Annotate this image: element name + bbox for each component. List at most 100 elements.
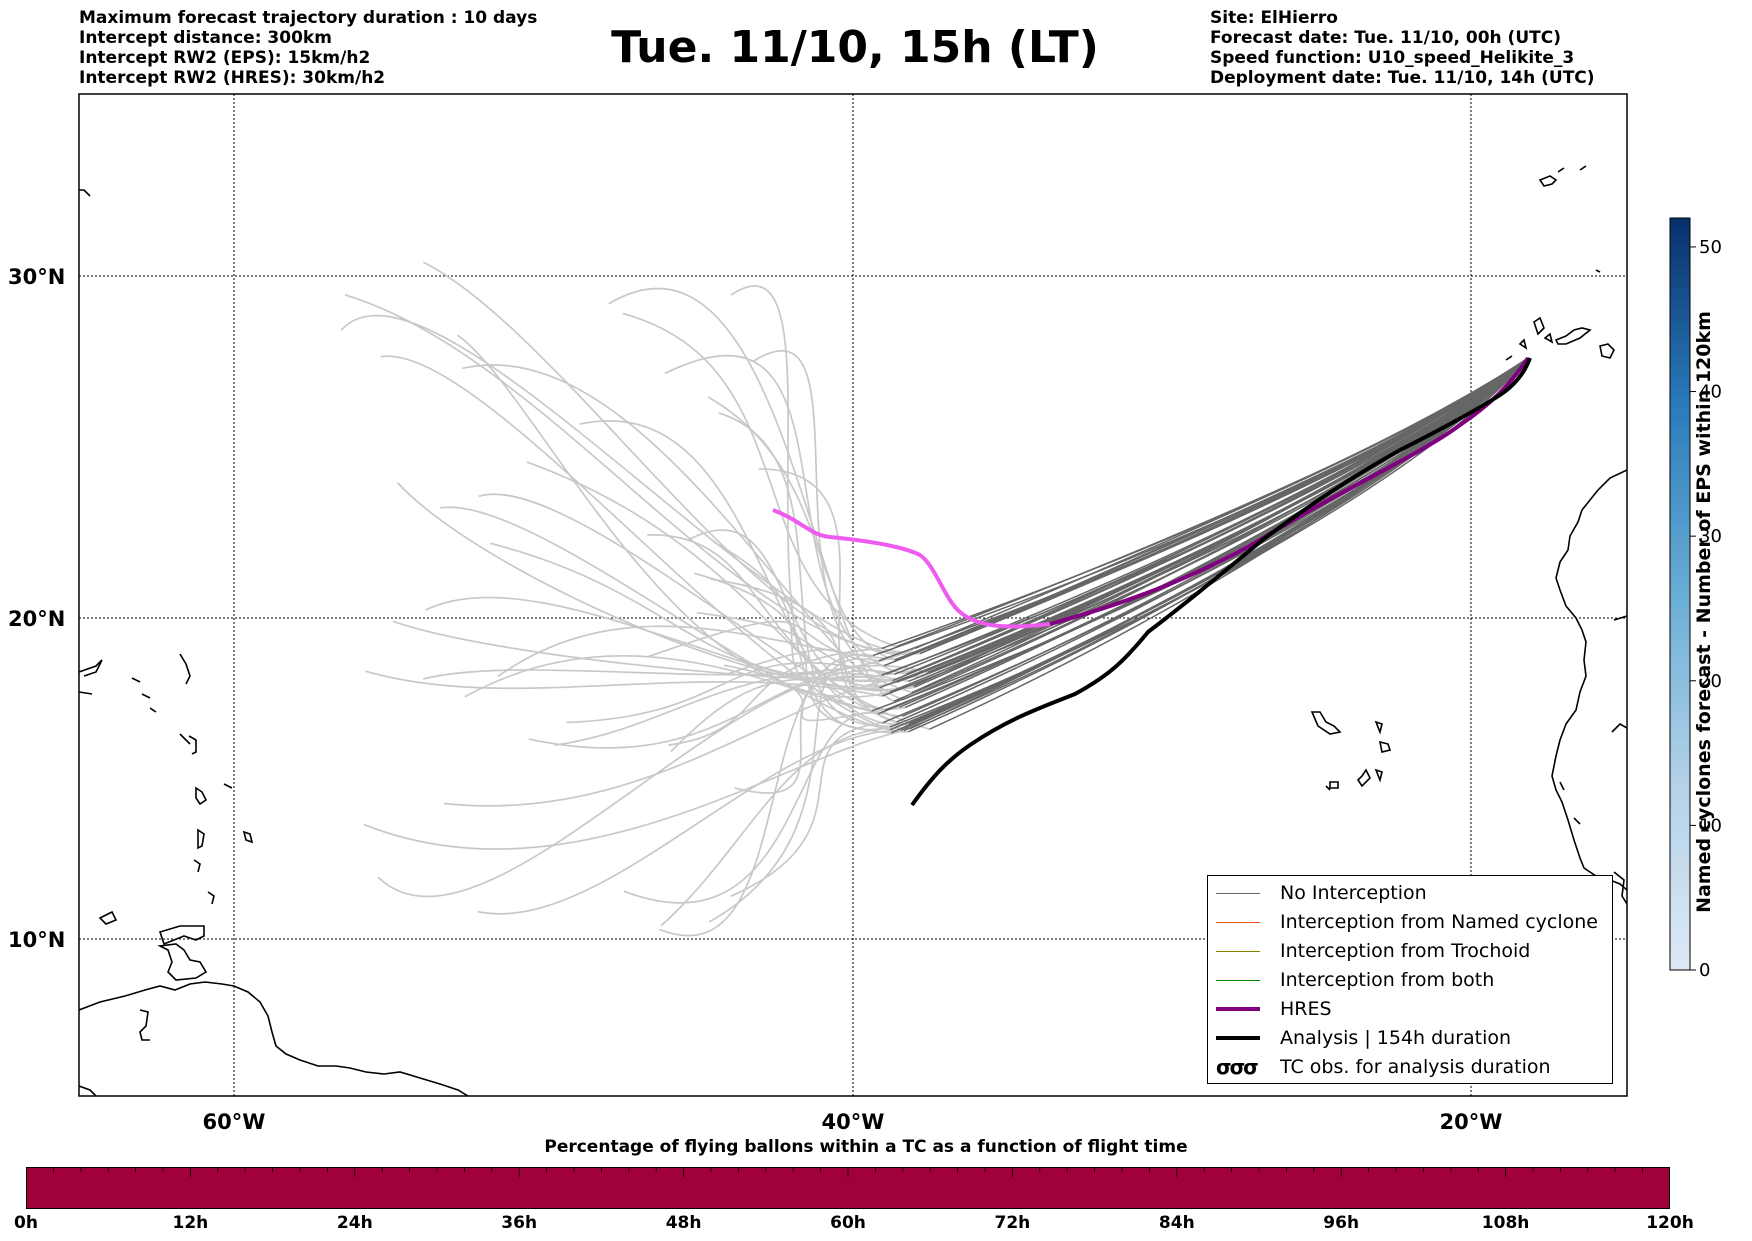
eps-trajectory-segment [608, 287, 895, 703]
eps-trajectory-segment [893, 357, 1529, 676]
legend-item-no-interception: No Interception [1216, 880, 1427, 906]
lat-label: 30°N [8, 265, 65, 289]
eps-trajectory-segment [883, 357, 1529, 667]
header-right-line: Deployment date: Tue. 11/10, 14h (UTC) [1210, 68, 1595, 88]
legend-item-both: Interception from both [1216, 967, 1494, 993]
eps-trajectory-segment [554, 672, 909, 747]
header-right-line: Speed function: U10_speed_Helikite_3 [1210, 48, 1575, 68]
header-info-left: Maximum forecast trajectory duration : 1… [79, 8, 537, 88]
lon-label: 20°W [1440, 1110, 1503, 1134]
legend-swatch [1216, 1007, 1260, 1011]
eps-trajectory-segment [894, 357, 1529, 661]
percentage-bar-ticks [26, 1167, 1670, 1177]
hour-tick-label: 12h [172, 1213, 209, 1233]
hour-tick-label: 84h [1158, 1213, 1195, 1233]
cyclone-symbol-icon: σσσ [1216, 1055, 1259, 1079]
legend-item-trochoid: Interception from Trochoid [1216, 938, 1530, 964]
eps-trajectory-segment [440, 506, 909, 733]
hour-tick-label: 72h [994, 1213, 1031, 1233]
eps-trajectory-segment [734, 675, 897, 794]
page-title: Tue. 11/10, 15h (LT) [611, 22, 1099, 73]
eps-trajectory-segment [664, 355, 907, 675]
eps-trajectory-segment [686, 529, 897, 687]
lon-label: 40°W [822, 1110, 885, 1134]
eps-trajectory-segment [730, 285, 891, 731]
eps-trajectory-segment [730, 721, 883, 898]
hour-tick-label: 48h [665, 1213, 702, 1233]
eps-trajectory-segment [919, 357, 1529, 655]
hour-tick-label: 96h [1323, 1213, 1360, 1233]
coastline [79, 165, 1627, 1096]
legend-item-tc-obs: σσσ TC obs. for analysis duration [1216, 1054, 1551, 1080]
colorbar-tick-label: 30 [1699, 526, 1722, 547]
eps-trajectory-segment [723, 664, 900, 722]
eps-trajectory-segment [377, 669, 895, 898]
legend-label: Analysis | 154h duration [1280, 1027, 1512, 1049]
header-right-line: Forecast date: Tue. 11/10, 00h (UTC) [1210, 28, 1561, 48]
colorbar-title: Named cyclones forecast - Number of EPS … [1693, 311, 1715, 913]
analysis-trajectory [910, 357, 1532, 807]
legend-swatch [1216, 892, 1260, 894]
legend-swatch [1216, 921, 1260, 923]
eps-trajectory-segment [914, 357, 1529, 649]
eps-trajectory-segment [900, 357, 1529, 732]
header-info-right: Site: ElHierro Forecast date: Tue. 11/10… [1210, 8, 1595, 88]
colorbar-tick-label: 0 [1699, 960, 1710, 981]
header-left-line: Maximum forecast trajectory duration : 1… [79, 8, 538, 28]
eps-trajectory-segment [477, 729, 901, 915]
eps-trajectory-segment [658, 653, 874, 937]
header-left-line: Intercept RW2 (EPS): 15km/h2 [79, 48, 371, 68]
hour-tick-label: 24h [336, 1213, 373, 1233]
eps-trajectory-segment [896, 357, 1529, 648]
eps-trajectory-segment [881, 357, 1529, 650]
eps-trajectory-segment [363, 729, 905, 850]
eps-trajectory-segment [727, 648, 915, 692]
colorbar-tick-label: 50 [1699, 237, 1722, 258]
legend-label: No Interception [1280, 882, 1427, 904]
eps-trajectory-segment [566, 661, 888, 724]
hour-tick-label: 0h [14, 1213, 38, 1233]
eps-trajectory-segment [694, 572, 892, 734]
colorbar: 0 10 20 30 40 50 [1669, 217, 1722, 981]
eps-trajectory-segment [895, 357, 1529, 661]
colorbar-tick-label: 40 [1699, 382, 1722, 403]
eps-trajectory-segment [908, 357, 1529, 733]
eps-trajectory-segment [707, 396, 895, 661]
eps-trajectory-segment [927, 357, 1529, 651]
percentage-bar-title: Percentage of flying ballons within a TC… [544, 1137, 1188, 1157]
hres-trajectory-far [772, 508, 1051, 629]
eps-trajectory-segment [397, 482, 914, 691]
legend-swatch [1216, 979, 1260, 981]
legend-item-analysis: Analysis | 154h duration [1216, 1025, 1511, 1051]
legend-label: Interception from both [1280, 969, 1495, 991]
eps-trajectory-segment [340, 314, 916, 653]
eps-trajectory-segment [752, 350, 883, 676]
eps-trajectory-segment [456, 334, 890, 698]
map-frame [78, 93, 1628, 1097]
eps-trajectory-segment [914, 357, 1529, 653]
legend-label: Interception from Named cyclone [1280, 911, 1598, 933]
hour-tick-label: 60h [830, 1213, 866, 1233]
eps-trajectory-segment [497, 625, 897, 678]
eps-trajectory-segment [872, 357, 1529, 657]
eps-trajectory-segment [696, 611, 913, 694]
header-left-line: Intercept distance: 300km [79, 28, 332, 48]
eps-trajectory-segment [889, 357, 1529, 731]
legend-swatch [1216, 1036, 1260, 1040]
eps-trajectory-segment [622, 312, 897, 648]
hour-tick-label: 108h [1481, 1213, 1530, 1233]
hour-tick-label: 36h [501, 1213, 538, 1233]
eps-trajectory-segment [623, 711, 879, 904]
legend-label: TC obs. for analysis duration [1280, 1056, 1551, 1078]
eps-trajectory-segment [668, 647, 882, 746]
eps-trajectory-segment [907, 357, 1529, 683]
lat-label: 20°N [8, 607, 65, 631]
colorbar-tick-label: 20 [1699, 671, 1722, 692]
lat-label: 10°N [8, 928, 65, 952]
eps-trajectory-segment [528, 664, 928, 749]
lon-label: 60°W [203, 1110, 266, 1134]
legend-item-named-cyclone: Interception from Named cyclone [1216, 909, 1598, 935]
colorbar-tick-label: 10 [1699, 815, 1722, 836]
legend-label: Interception from Trochoid [1280, 940, 1531, 962]
